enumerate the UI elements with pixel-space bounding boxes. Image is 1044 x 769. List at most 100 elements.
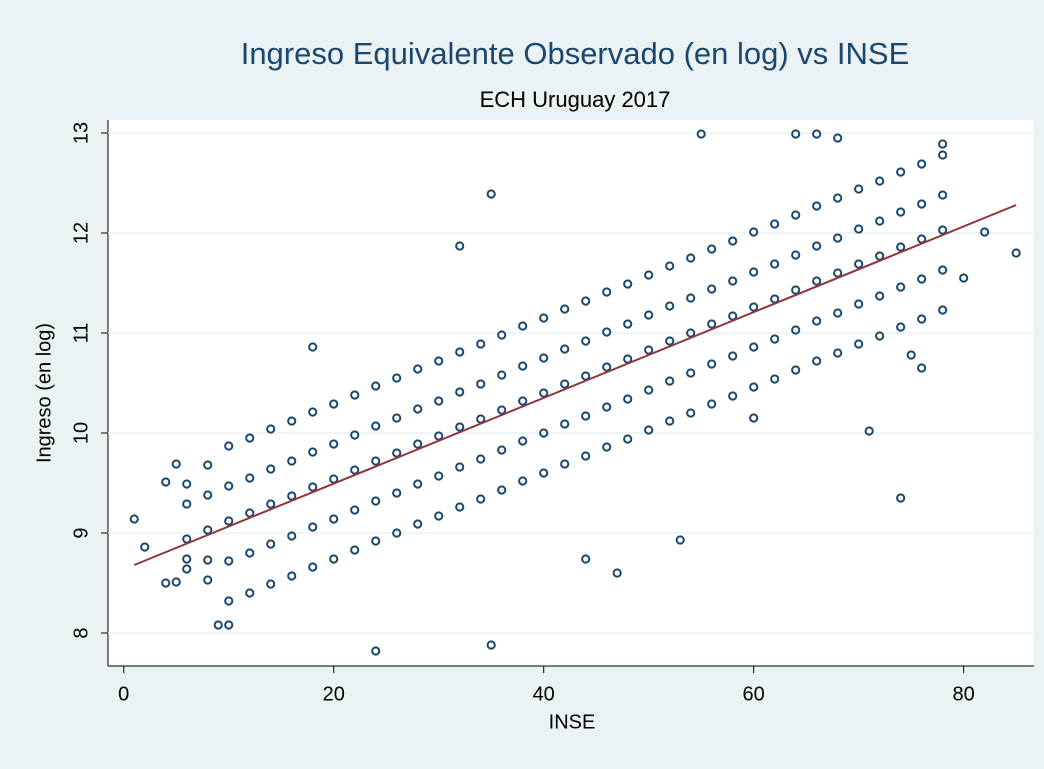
point bbox=[434, 396, 444, 406]
point bbox=[497, 370, 507, 380]
point bbox=[833, 348, 843, 358]
point bbox=[644, 270, 654, 280]
point bbox=[350, 430, 360, 440]
point bbox=[602, 287, 612, 297]
y-tick-label: 13 bbox=[70, 122, 92, 144]
point bbox=[770, 374, 780, 384]
point bbox=[896, 493, 906, 503]
point bbox=[171, 459, 181, 469]
point bbox=[623, 394, 633, 404]
point bbox=[938, 225, 948, 235]
point bbox=[581, 411, 591, 421]
point bbox=[287, 571, 297, 581]
point bbox=[833, 308, 843, 318]
point bbox=[707, 319, 717, 329]
point bbox=[308, 482, 318, 492]
fit-line bbox=[133, 204, 1017, 566]
point bbox=[266, 464, 276, 474]
point bbox=[266, 499, 276, 509]
point bbox=[864, 426, 874, 436]
x-tick-label: 60 bbox=[743, 683, 765, 705]
point bbox=[182, 564, 192, 574]
point bbox=[854, 299, 864, 309]
plot-area bbox=[108, 120, 1034, 666]
point bbox=[476, 379, 486, 389]
point bbox=[812, 129, 822, 139]
point bbox=[245, 508, 255, 518]
point bbox=[665, 416, 675, 426]
point bbox=[623, 279, 633, 289]
point bbox=[539, 468, 549, 478]
point bbox=[413, 364, 423, 374]
point bbox=[497, 445, 507, 455]
point bbox=[476, 454, 486, 464]
x-tick-label: 0 bbox=[118, 683, 129, 705]
point bbox=[203, 460, 213, 470]
point bbox=[728, 236, 738, 246]
point bbox=[791, 365, 801, 375]
point bbox=[812, 201, 822, 211]
point bbox=[203, 525, 213, 535]
point bbox=[560, 344, 570, 354]
x-axis-label: INSE bbox=[549, 711, 596, 733]
point bbox=[833, 193, 843, 203]
point bbox=[455, 241, 465, 251]
point bbox=[612, 568, 622, 578]
point bbox=[581, 554, 591, 564]
point bbox=[308, 447, 318, 457]
point bbox=[539, 313, 549, 323]
point bbox=[203, 555, 213, 565]
point bbox=[224, 441, 234, 451]
y-tick-label: 12 bbox=[70, 222, 92, 244]
point bbox=[455, 347, 465, 357]
x-tick-label: 20 bbox=[323, 683, 345, 705]
chart-title: Ingreso Equivalente Observado (en log) v… bbox=[241, 36, 910, 71]
point bbox=[665, 301, 675, 311]
point bbox=[560, 379, 570, 389]
point bbox=[644, 310, 654, 320]
point bbox=[665, 376, 675, 386]
point bbox=[539, 388, 549, 398]
point bbox=[497, 405, 507, 415]
point bbox=[455, 422, 465, 432]
point bbox=[749, 267, 759, 277]
point bbox=[539, 428, 549, 438]
point bbox=[371, 421, 381, 431]
point bbox=[392, 373, 402, 383]
point bbox=[749, 342, 759, 352]
point bbox=[675, 535, 685, 545]
point bbox=[623, 319, 633, 329]
point bbox=[434, 356, 444, 366]
point bbox=[623, 434, 633, 444]
y-axis-label: Ingreso (en log) bbox=[33, 323, 55, 463]
point bbox=[518, 396, 528, 406]
point bbox=[224, 596, 234, 606]
point bbox=[854, 224, 864, 234]
point bbox=[875, 291, 885, 301]
point bbox=[129, 514, 139, 524]
point bbox=[707, 284, 717, 294]
point bbox=[602, 327, 612, 337]
point bbox=[707, 399, 717, 409]
point bbox=[329, 514, 339, 524]
point bbox=[518, 361, 528, 371]
point bbox=[791, 210, 801, 220]
point bbox=[749, 413, 759, 423]
point bbox=[392, 448, 402, 458]
point bbox=[434, 511, 444, 521]
point bbox=[287, 416, 297, 426]
point bbox=[602, 402, 612, 412]
point bbox=[707, 244, 717, 254]
point bbox=[203, 490, 213, 500]
point bbox=[875, 331, 885, 341]
point bbox=[938, 150, 948, 160]
point bbox=[392, 488, 402, 498]
point bbox=[518, 321, 528, 331]
point bbox=[686, 328, 696, 338]
point bbox=[224, 620, 234, 630]
point bbox=[938, 265, 948, 275]
point bbox=[875, 251, 885, 261]
point bbox=[203, 575, 213, 585]
point bbox=[455, 502, 465, 512]
point bbox=[308, 342, 318, 352]
